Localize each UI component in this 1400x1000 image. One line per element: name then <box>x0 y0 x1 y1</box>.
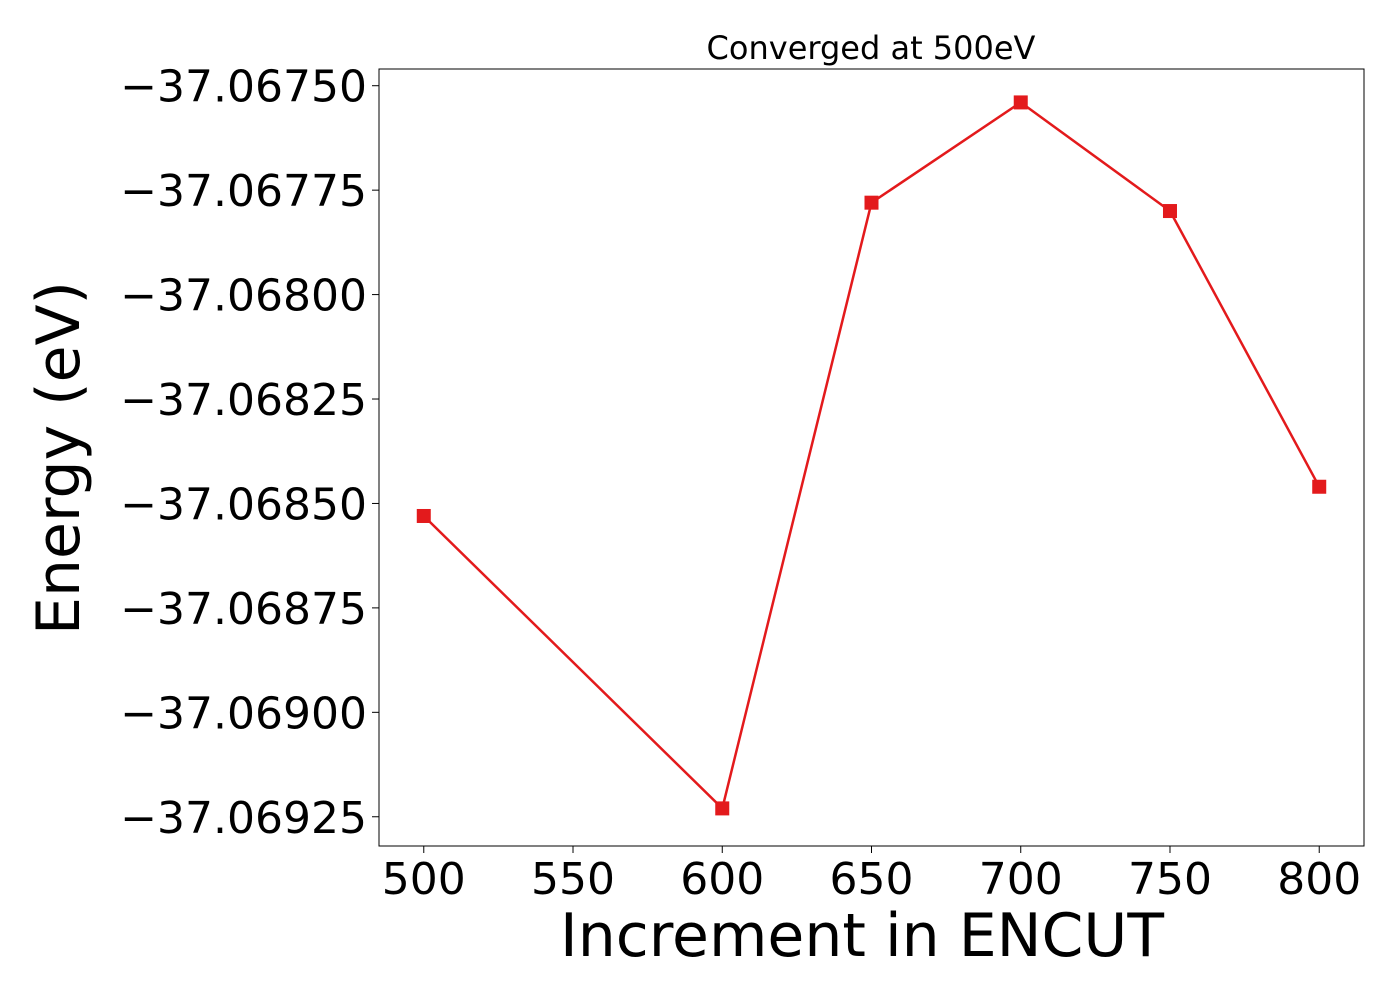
y-tick-label: −37.06825 <box>120 375 367 426</box>
y-tick-label: −37.06925 <box>120 793 367 844</box>
y-tick-label: −37.06750 <box>120 62 367 113</box>
y-tick-label: −37.06875 <box>120 584 367 635</box>
x-axis-ticks: 500 550 600 650 700 750 800 <box>382 846 1361 905</box>
x-tick-label: 750 <box>1128 854 1212 905</box>
data-point-marker <box>1162 204 1177 219</box>
x-tick-label: 650 <box>830 854 914 905</box>
plot-frame <box>378 68 1365 847</box>
x-tick-label: 500 <box>382 854 466 905</box>
series-layer <box>416 95 1327 816</box>
data-point-marker <box>864 195 879 210</box>
x-tick-label: 800 <box>1277 854 1361 905</box>
x-axis-label: Increment in ENCUT <box>560 901 1164 971</box>
data-point-marker <box>1013 95 1028 110</box>
y-axis-label: Energy (eV) <box>24 281 94 635</box>
data-point-marker <box>715 801 730 816</box>
chart-title: Converged at 500eV <box>707 29 1036 67</box>
x-tick-label: 600 <box>680 854 764 905</box>
x-tick-label: 700 <box>979 854 1063 905</box>
y-tick-label: −37.06775 <box>120 166 367 217</box>
series-line <box>422 100 1321 811</box>
y-tick-label: −37.06850 <box>120 479 367 530</box>
y-tick-label: −37.06900 <box>120 688 367 739</box>
y-tick-label: −37.06800 <box>120 271 367 322</box>
data-point-marker <box>1312 479 1327 494</box>
data-point-marker <box>416 508 431 523</box>
x-tick-label: 550 <box>531 854 615 905</box>
y-axis-ticks: −37.06750 −37.06775 −37.06800 −37.06825 −37.… <box>120 62 379 844</box>
